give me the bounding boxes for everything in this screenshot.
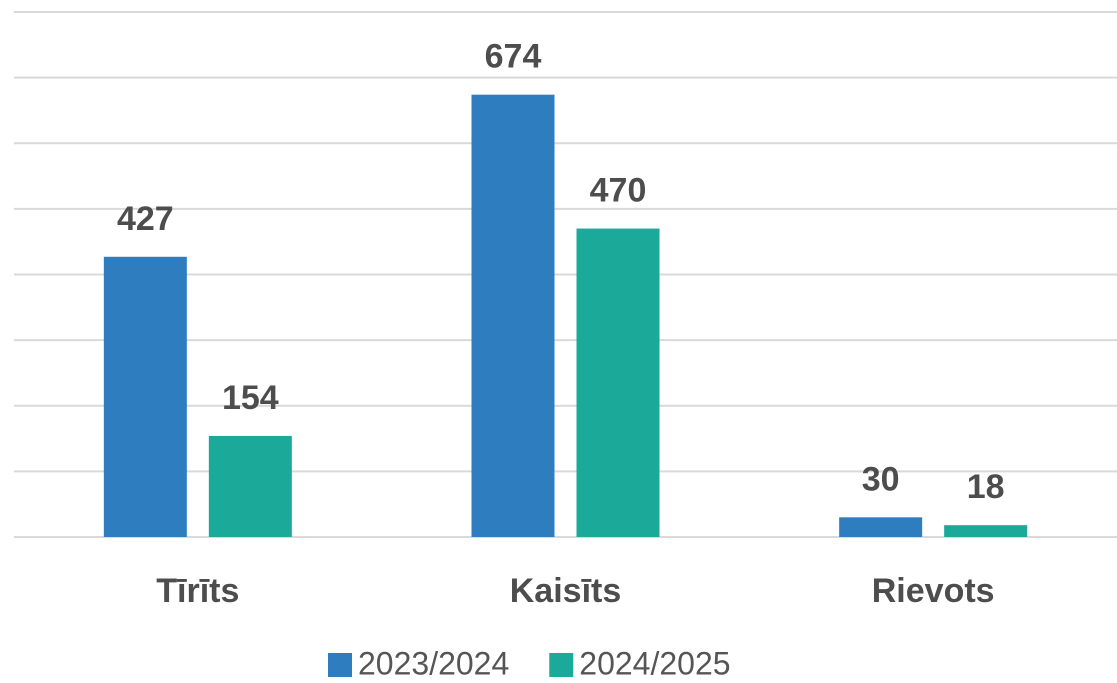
data-label: 470: [590, 172, 647, 210]
data-label: 154: [222, 379, 279, 417]
data-label: 18: [967, 468, 1005, 506]
bar: [208, 435, 292, 537]
bar: [576, 228, 660, 537]
x-tick-label: Rievots: [872, 572, 995, 610]
data-label: 427: [117, 200, 174, 238]
legend-label: 2024/2025: [579, 645, 730, 681]
bar: [471, 94, 555, 537]
bar: [839, 517, 923, 537]
bar: [944, 525, 1028, 537]
legend-swatch: [328, 653, 352, 677]
x-tick-label: Tīrīts: [156, 572, 239, 610]
legend-swatch: [549, 653, 574, 677]
x-tick-label: Kaisīts: [510, 572, 622, 610]
bar: [103, 256, 187, 537]
legend-label: 2023/2024: [358, 645, 509, 681]
data-label: 30: [862, 460, 900, 498]
data-label: 674: [485, 38, 542, 76]
